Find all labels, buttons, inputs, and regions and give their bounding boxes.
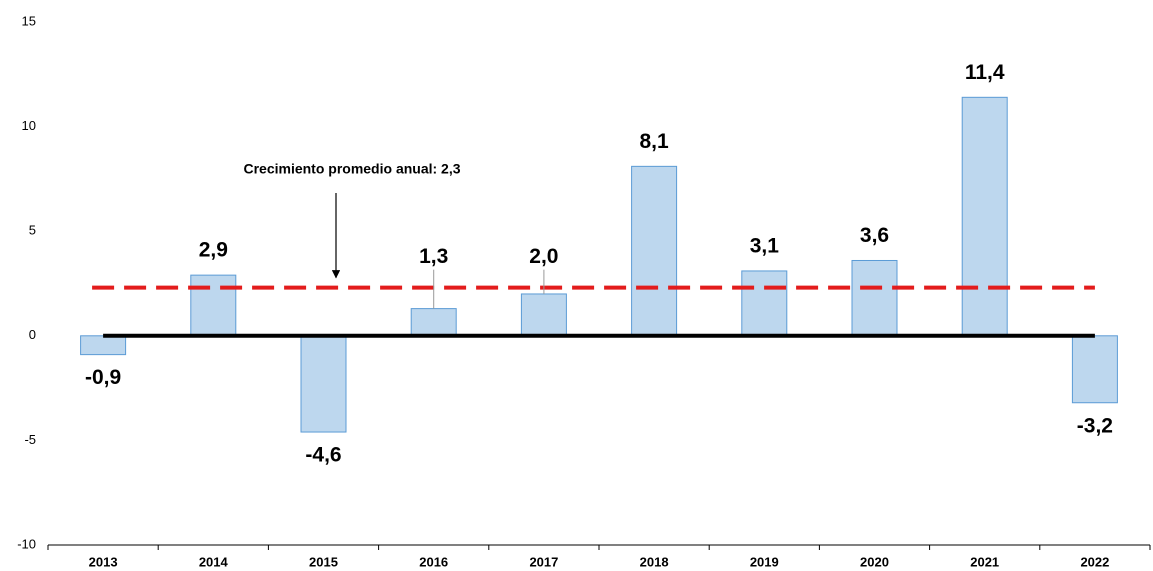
x-tick-label: 2018 [640, 554, 669, 569]
bar [1071, 335, 1118, 404]
y-tick-label: 10 [22, 118, 36, 133]
value-label: 11,4 [965, 61, 1005, 84]
y-tick-label: 5 [29, 223, 36, 238]
x-tick-label: 2016 [419, 554, 448, 569]
bar [851, 259, 898, 337]
x-tick-label: 2020 [860, 554, 889, 569]
y-tick-label: 0 [29, 327, 36, 342]
value-label: 3,1 [750, 234, 780, 257]
bar [741, 270, 788, 337]
bar [300, 335, 347, 433]
x-tick-label: 2019 [750, 554, 779, 569]
value-label: 3,6 [860, 224, 889, 247]
x-tick-label: 2022 [1080, 554, 1109, 569]
y-tick-label: -5 [24, 432, 36, 447]
x-tick-label: 2015 [309, 554, 338, 569]
bar [190, 274, 237, 337]
x-tick-label: 2014 [199, 554, 229, 569]
reference-label: Crecimiento promedio anual: 2,3 [243, 161, 460, 177]
y-tick-label: -10 [17, 536, 36, 551]
value-label: -3,2 [1077, 414, 1113, 437]
x-tick-label: 2013 [89, 554, 118, 569]
bar [631, 165, 678, 337]
bar [410, 308, 457, 337]
bar [520, 293, 567, 337]
bar [80, 335, 127, 356]
x-tick-label: 2017 [529, 554, 558, 569]
value-label: 8,1 [639, 130, 669, 153]
bar [961, 96, 1008, 337]
value-label: -4,6 [305, 444, 341, 467]
value-label: 1,3 [419, 245, 448, 268]
x-tick-label: 2021 [970, 554, 999, 569]
value-label: -0,9 [85, 366, 121, 389]
y-tick-label: 15 [22, 13, 36, 28]
value-label: 2,0 [529, 245, 558, 268]
value-label: 2,9 [199, 239, 228, 262]
